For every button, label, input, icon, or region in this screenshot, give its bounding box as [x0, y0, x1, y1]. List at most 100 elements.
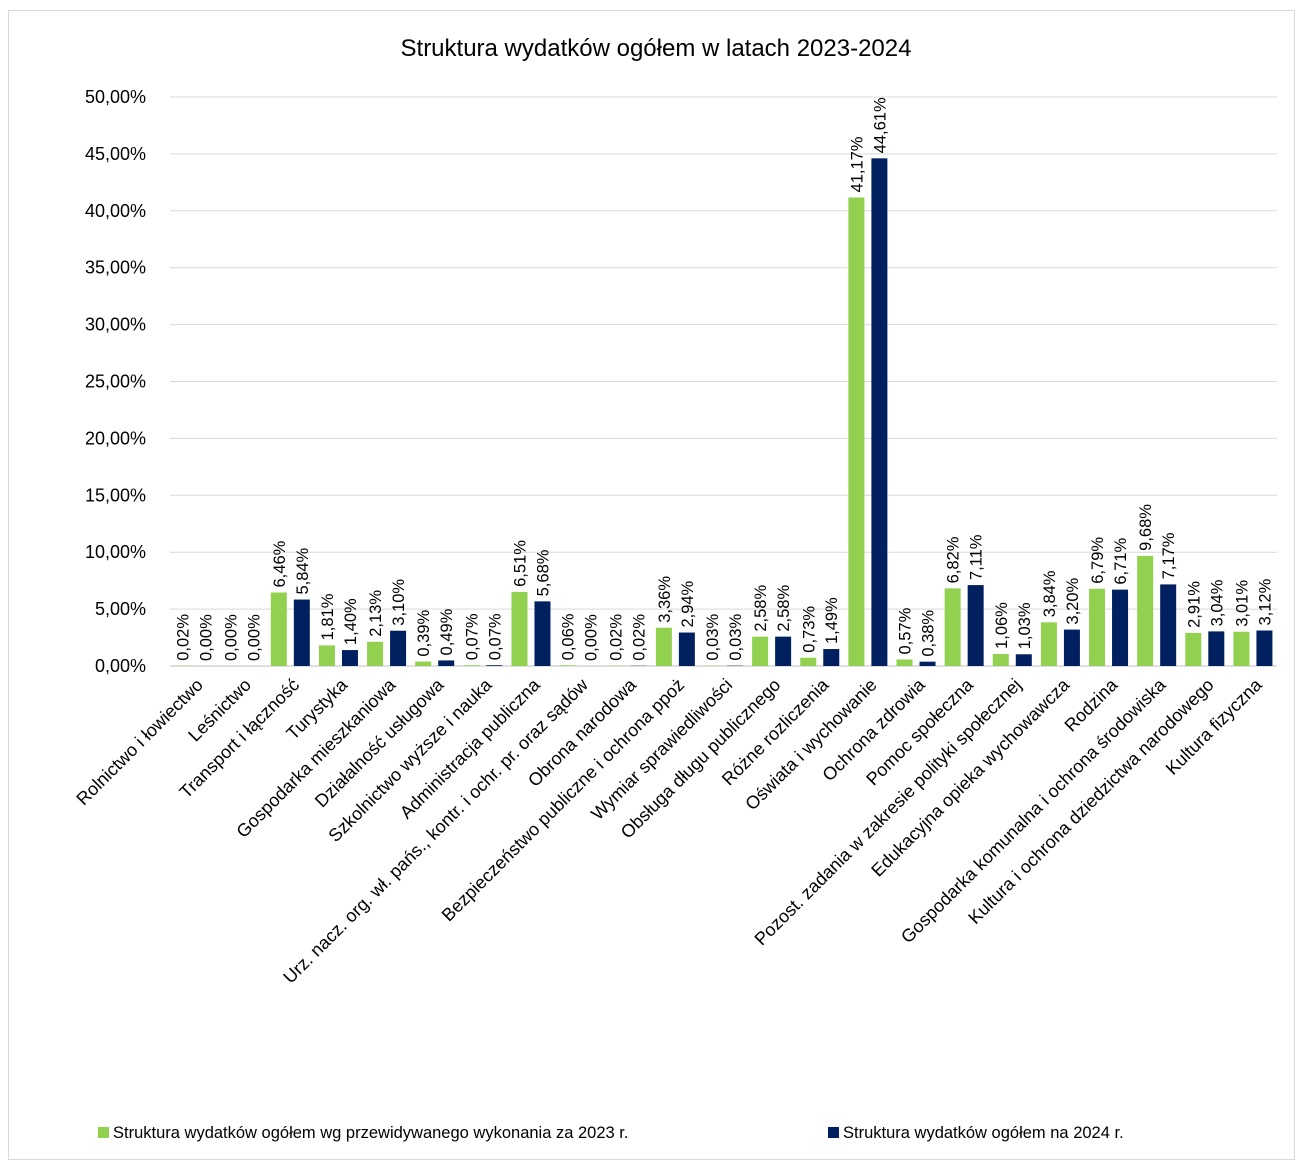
y-tick-label: 50,00% [85, 87, 146, 107]
data-label: 0,73% [800, 606, 818, 653]
bar [341, 650, 358, 666]
bar [871, 158, 888, 666]
chart-frame [8, 10, 1295, 1160]
data-label: 44,61% [871, 97, 889, 153]
bar [390, 630, 407, 666]
data-label: 0,57% [897, 607, 915, 654]
bar [1089, 588, 1106, 666]
y-tick-label: 35,00% [85, 258, 146, 278]
data-label: 1,06% [993, 602, 1011, 649]
bar [848, 197, 865, 666]
data-label: 2,94% [679, 580, 697, 627]
bar [1063, 629, 1080, 666]
y-tick-label: 25,00% [85, 372, 146, 392]
data-label: 0,02% [631, 614, 649, 661]
bar [1256, 630, 1273, 666]
bar [534, 601, 551, 666]
bar [967, 585, 984, 666]
data-label: 0,00% [583, 614, 601, 661]
data-label: 2,13% [367, 590, 385, 637]
bar [896, 659, 913, 666]
chart-title: Struktura wydatków ogółem w latach 2023-… [401, 35, 912, 62]
y-tick-label: 40,00% [85, 201, 146, 221]
data-label: 3,10% [390, 579, 408, 626]
y-tick-label: 20,00% [85, 428, 146, 448]
bar [1112, 589, 1129, 666]
bar [1015, 654, 1032, 666]
bar [511, 591, 528, 666]
data-label: 3,84% [1041, 570, 1059, 617]
bar [415, 661, 432, 666]
data-label: 0,02% [608, 614, 626, 661]
data-label: 0,03% [704, 614, 722, 661]
data-label: 0,00% [198, 614, 216, 661]
bar [293, 599, 310, 666]
data-label: 9,68% [1137, 504, 1155, 551]
data-label: 0,00% [223, 614, 241, 661]
data-label: 6,46% [271, 540, 289, 587]
data-label: 1,03% [1016, 602, 1034, 649]
legend-label: Struktura wydatków ogółem na 2024 r. [843, 1124, 1124, 1142]
data-label: 41,17% [848, 136, 866, 192]
data-label: 3,20% [1064, 577, 1082, 624]
data-label: 2,91% [1185, 581, 1203, 628]
data-label: 6,51% [511, 540, 529, 587]
bar [1233, 631, 1250, 666]
data-label: 0,38% [920, 610, 938, 657]
data-label: 7,11% [968, 534, 986, 580]
bar [752, 636, 769, 666]
bar [775, 636, 792, 666]
y-tick-label: 10,00% [85, 542, 146, 562]
data-label: 6,79% [1089, 537, 1107, 584]
bar [944, 588, 961, 666]
data-label: 0,07% [486, 613, 504, 660]
data-label: 0,49% [438, 608, 456, 655]
bar [318, 645, 335, 666]
bar [919, 661, 936, 666]
data-label: 5,68% [534, 549, 552, 596]
data-label: 3,36% [656, 576, 674, 623]
y-tick-label: 45,00% [85, 144, 146, 164]
data-label: 3,04% [1208, 579, 1226, 626]
bar [1040, 622, 1057, 666]
bar [678, 632, 695, 666]
bar [823, 649, 840, 666]
y-tick-label: 5,00% [95, 599, 146, 619]
bar [992, 653, 1009, 666]
data-label: 7,17% [1160, 532, 1178, 579]
bar [1208, 631, 1225, 666]
data-label: 0,06% [560, 613, 578, 660]
y-tick-label: 15,00% [85, 485, 146, 505]
y-tick-label: 0,00% [95, 656, 146, 676]
data-label: 5,84% [294, 547, 312, 594]
y-tick-label: 30,00% [85, 315, 146, 335]
legend-swatch [828, 1127, 839, 1138]
bar [1185, 632, 1202, 666]
legend-label: Struktura wydatków ogółem wg przewidywan… [113, 1124, 628, 1142]
data-label: 0,00% [246, 614, 264, 661]
data-label: 1,81% [319, 593, 337, 640]
bar [270, 592, 287, 666]
legend-swatch [98, 1127, 109, 1138]
bar [559, 665, 576, 666]
data-label: 3,01% [1233, 580, 1251, 627]
bar [367, 641, 384, 666]
bar [800, 657, 817, 666]
bar [463, 665, 480, 666]
bar [1160, 584, 1177, 666]
data-label: 1,40% [342, 598, 360, 645]
data-label: 0,07% [463, 613, 481, 660]
bar [655, 627, 672, 666]
data-label: 2,58% [752, 585, 770, 632]
data-label: 0,02% [175, 614, 193, 661]
bar [438, 660, 455, 666]
data-label: 6,71% [1112, 538, 1130, 585]
data-label: 1,49% [823, 597, 841, 644]
data-label: 6,82% [945, 536, 963, 583]
data-label: 0,39% [415, 609, 433, 656]
data-label: 3,12% [1256, 578, 1274, 625]
data-label: 2,58% [775, 585, 793, 632]
bar [486, 665, 503, 666]
data-label: 0,03% [727, 614, 745, 661]
